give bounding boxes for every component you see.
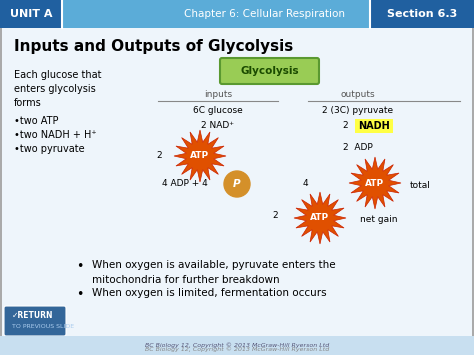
- Text: TO PREVIOUS SLIDE: TO PREVIOUS SLIDE: [12, 324, 74, 329]
- Text: BC Biology 12, Copyright © 2013 McGraw-Hill Ryerson Ltd: BC Biology 12, Copyright © 2013 McGraw-H…: [145, 346, 329, 352]
- Text: BC Biology 12, Copyright © 2013 McGraw-Hill Ryerson Ltd: BC Biology 12, Copyright © 2013 McGraw-H…: [145, 342, 329, 348]
- Text: •two pyruvate: •two pyruvate: [14, 144, 85, 154]
- Text: P: P: [233, 179, 241, 189]
- Text: •: •: [76, 260, 84, 273]
- Text: 2 NAD⁺: 2 NAD⁺: [201, 121, 235, 130]
- Text: •: •: [76, 288, 84, 301]
- Text: 4 ADP + 4: 4 ADP + 4: [162, 179, 208, 187]
- Text: outputs: outputs: [341, 90, 375, 99]
- Text: Each glucose that: Each glucose that: [14, 70, 101, 80]
- FancyBboxPatch shape: [0, 0, 474, 28]
- FancyBboxPatch shape: [4, 306, 66, 336]
- Circle shape: [224, 171, 250, 197]
- Text: When oxygen is limited, fermentation occurs: When oxygen is limited, fermentation occ…: [92, 288, 327, 298]
- Text: UNIT A: UNIT A: [10, 9, 52, 19]
- Text: 2: 2: [156, 152, 162, 160]
- Text: 2 (3C) pyruvate: 2 (3C) pyruvate: [322, 106, 393, 115]
- Text: ATP: ATP: [191, 152, 210, 160]
- Text: total: total: [410, 181, 431, 191]
- Polygon shape: [294, 192, 346, 244]
- Text: enters glycolysis: enters glycolysis: [14, 84, 96, 94]
- Text: 4: 4: [302, 179, 308, 187]
- Text: forms: forms: [14, 98, 42, 108]
- Text: inputs: inputs: [204, 90, 232, 99]
- FancyBboxPatch shape: [2, 28, 472, 355]
- Text: Inputs and Outputs of Glycolysis: Inputs and Outputs of Glycolysis: [14, 38, 293, 54]
- Text: 2: 2: [273, 212, 278, 220]
- Text: Section 6.3: Section 6.3: [387, 9, 457, 19]
- FancyBboxPatch shape: [355, 119, 393, 133]
- Text: NADH: NADH: [358, 121, 390, 131]
- Text: 2: 2: [342, 121, 348, 131]
- Text: 6C glucose: 6C glucose: [193, 106, 243, 115]
- FancyBboxPatch shape: [220, 58, 319, 84]
- Text: ATP: ATP: [365, 179, 384, 187]
- FancyBboxPatch shape: [370, 0, 474, 28]
- Text: ✓RETURN: ✓RETURN: [12, 311, 54, 321]
- Polygon shape: [174, 130, 226, 182]
- Text: •two ATP: •two ATP: [14, 116, 58, 126]
- Text: Chapter 6: Cellular Respiration: Chapter 6: Cellular Respiration: [184, 9, 346, 19]
- Text: net gain: net gain: [360, 214, 398, 224]
- Text: Glycolysis: Glycolysis: [240, 66, 299, 76]
- Polygon shape: [349, 157, 401, 209]
- FancyBboxPatch shape: [0, 0, 62, 28]
- Text: •two NADH + H⁺: •two NADH + H⁺: [14, 130, 97, 140]
- FancyBboxPatch shape: [0, 336, 474, 355]
- Text: When oxygen is available, pyruvate enters the: When oxygen is available, pyruvate enter…: [92, 260, 336, 270]
- Text: ATP: ATP: [310, 213, 329, 223]
- Text: 2  ADP: 2 ADP: [343, 143, 373, 152]
- Text: mitochondria for further breakdown: mitochondria for further breakdown: [92, 275, 280, 285]
